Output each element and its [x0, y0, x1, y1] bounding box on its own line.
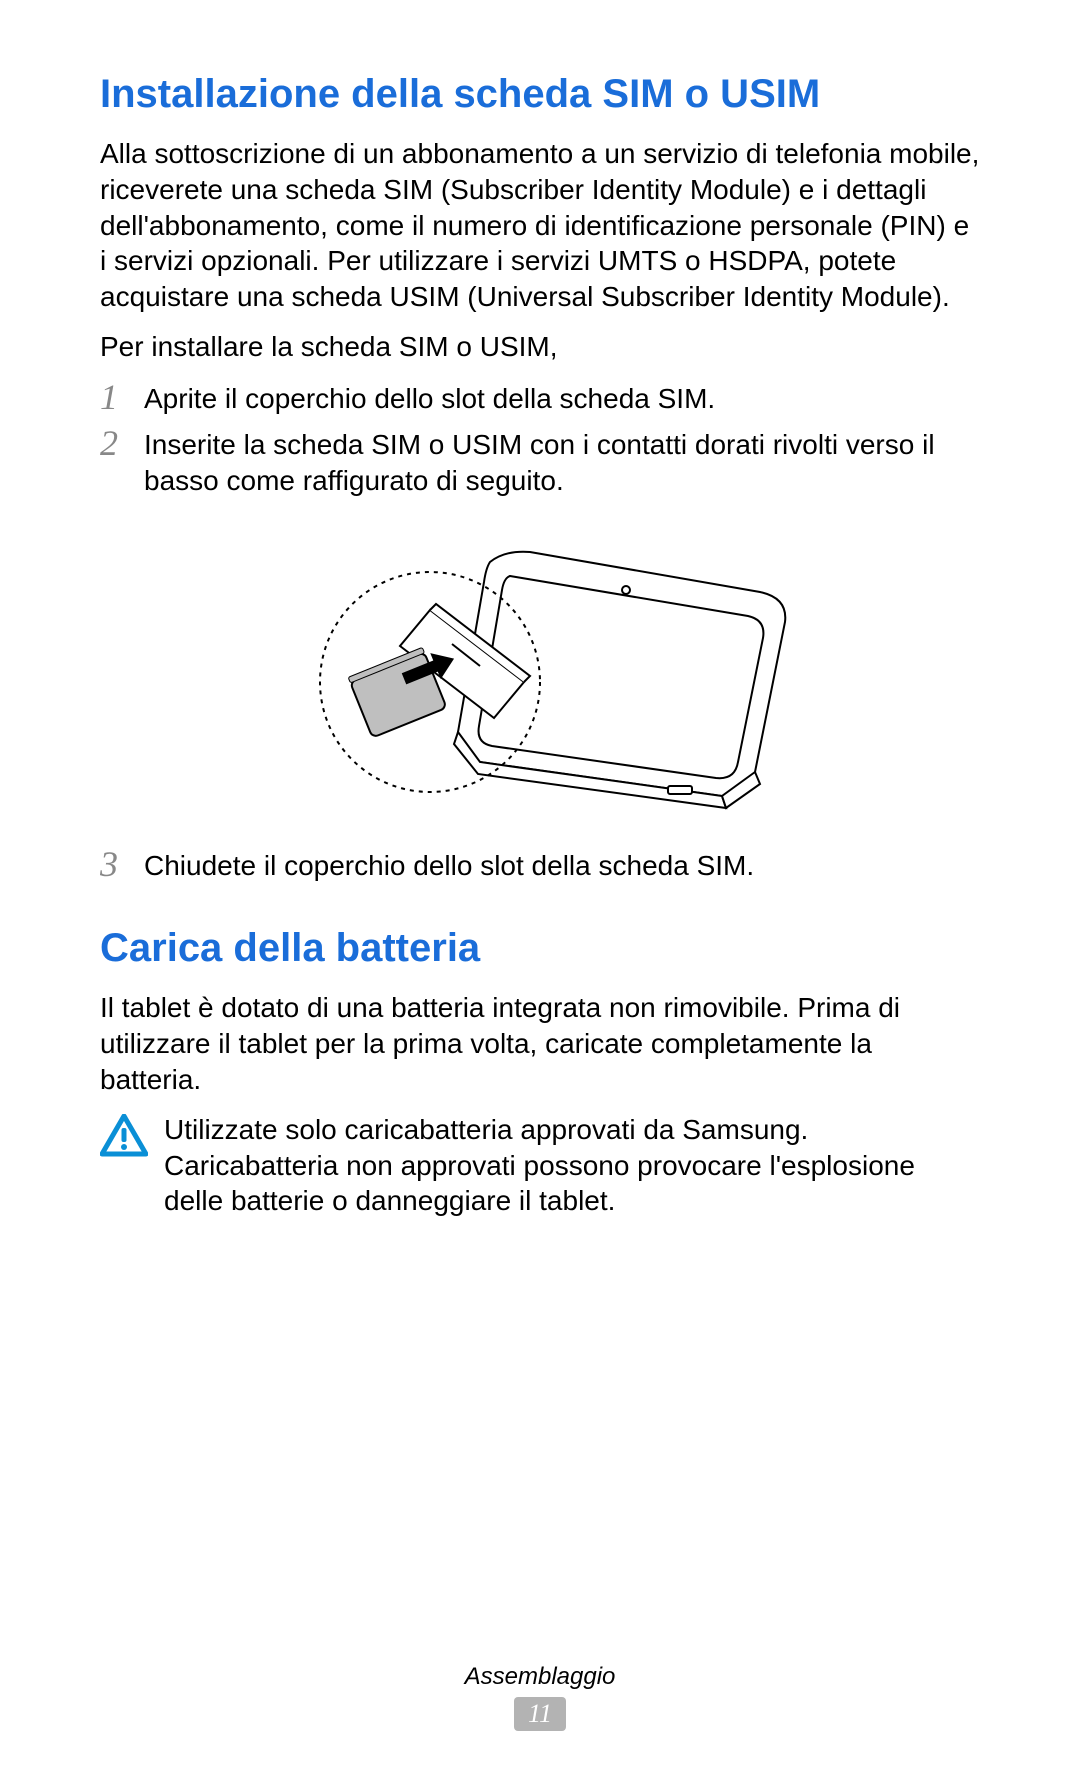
step-2: 2 Inserite la scheda SIM o USIM con i co… [100, 425, 980, 499]
warning-block: Utilizzate solo caricabatteria approvati… [100, 1112, 980, 1219]
sim-insertion-diagram [100, 522, 980, 822]
warning-text: Utilizzate solo caricabatteria approvati… [152, 1112, 980, 1219]
section1-para2: Per installare la scheda SIM o USIM, [100, 329, 980, 365]
step-3: 3 Chiudete il coperchio dello slot della… [100, 846, 980, 884]
steps-list-cont: 3 Chiudete il coperchio dello slot della… [100, 846, 980, 884]
section2-heading: Carica della batteria [100, 924, 980, 972]
step-number: 3 [100, 846, 144, 882]
step-text: Aprite il coperchio dello slot della sch… [144, 379, 980, 417]
section1-para1: Alla sottoscrizione di un abbonamento a … [100, 136, 980, 315]
footer-section-label: Assemblaggio [0, 1663, 1080, 1691]
section2-para1: Il tablet è dotato di una batteria integ… [100, 990, 980, 1097]
step-text: Chiudete il coperchio dello slot della s… [144, 846, 980, 884]
page-footer: Assemblaggio 11 [0, 1663, 1080, 1731]
diagram-svg [280, 522, 800, 822]
section1-heading: Installazione della scheda SIM o USIM [100, 70, 980, 118]
steps-list: 1 Aprite il coperchio dello slot della s… [100, 379, 980, 498]
step-1: 1 Aprite il coperchio dello slot della s… [100, 379, 980, 417]
step-text: Inserite la scheda SIM o USIM con i cont… [144, 425, 980, 499]
step-number: 2 [100, 425, 144, 461]
manual-page: Installazione della scheda SIM o USIM Al… [0, 0, 1080, 1219]
page-number: 11 [514, 1697, 566, 1731]
step-number: 1 [100, 379, 144, 415]
warning-icon [100, 1112, 152, 1163]
